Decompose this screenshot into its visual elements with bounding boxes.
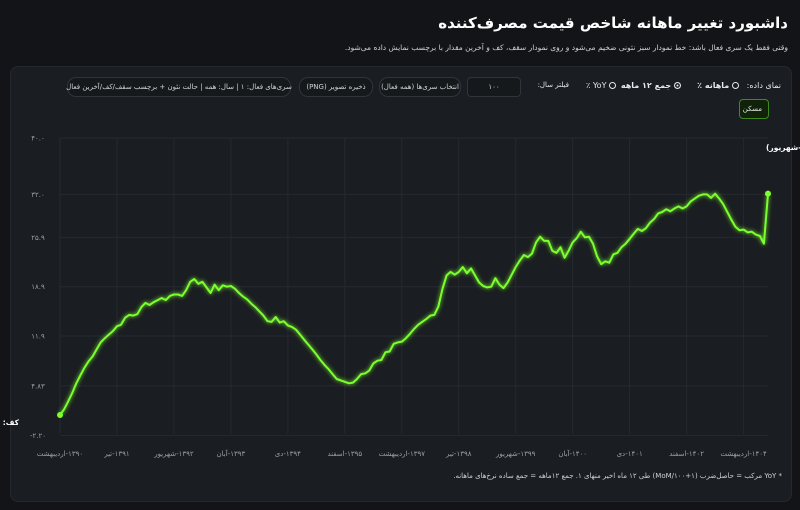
x-tick-label: ۱۴۰۱-دی: [617, 450, 643, 458]
y-tick-label: -۲.۲۰: [30, 432, 46, 440]
x-tick-label: ۱۳۹۳-آبان: [217, 449, 246, 458]
mode-yoy-label: YoY ٪: [586, 81, 607, 90]
legend-label: مسکن: [742, 105, 762, 113]
mode-sum12-label: جمع ۱۲ ماهه: [620, 81, 672, 90]
x-tick-label: ۱۳۹۰-اردیبهشت: [37, 450, 83, 458]
mode-monthly-option[interactable]: ماهانه ٪: [697, 81, 739, 90]
x-tick-label: ۱۳۹۷-اردیبهشت: [379, 450, 426, 458]
x-tick-label: ۱۳۹۴-دی: [275, 450, 301, 458]
x-tick-label: ۱۴۰۲-اسفند: [669, 450, 704, 458]
mode-monthly-label: ماهانه ٪: [697, 81, 730, 90]
min-annotation: کف: ۰.۷۱٪ (۹۰): [0, 418, 20, 427]
series-line-housing: [59, 192, 769, 416]
y-tick-label: ۴.۸۳: [31, 382, 45, 390]
page-title: داشبورد تغییر ماهانه شاخص قیمت مصرف‌کنند…: [438, 14, 788, 32]
y-tick-label: ۴۰.۰: [31, 135, 45, 143]
x-tick-label: ۱۴۰۰-آبان: [558, 449, 587, 458]
x-tick-label: ۱۳۹۵-اسفند: [327, 450, 362, 458]
status-pill: سری‌های فعال: ۱ | سال: همه | حالت نئون +…: [66, 77, 292, 97]
series-select-button[interactable]: انتخاب سری‌ها (همه فعال): [379, 77, 461, 97]
mode-sum12-option[interactable]: جمع ۱۲ ماهه: [621, 81, 681, 90]
y-tick-label: ۳۲.۰: [31, 191, 45, 199]
x-tick-label: ۱۴۰۴-اردیبهشت: [720, 450, 767, 458]
radio-unchecked-icon: [609, 82, 616, 89]
x-tick-label: ۱۳۹۹-شهریور: [495, 450, 536, 458]
footnote: * YoY مرکب = حاصل‌ضرب (۱+MoM/۱۰۰) طی ۱۲ …: [453, 472, 782, 480]
x-tick-label: ۱۳۹۲-شهریور: [153, 450, 194, 458]
radio-checked-icon: [674, 82, 681, 89]
mode-yoy-option[interactable]: YoY ٪: [586, 81, 616, 90]
x-tick-label: ۱۳۹۱-تیر: [103, 450, 130, 458]
radio-unchecked-icon: [732, 82, 739, 89]
y-tick-label: ۱۱.۹: [31, 333, 45, 341]
legend-item-housing[interactable]: مسکن: [739, 99, 769, 119]
display-mode-label: نمای داده:: [746, 81, 781, 90]
y-tick-label: ۱۸.۹: [31, 283, 45, 291]
y-tick-label: ۲۵.۹: [31, 234, 45, 242]
year-filter-label: فیلتر سال:: [537, 81, 569, 89]
chart-card: نمای داده: ماهانه ٪ جمع ۱۲ ماهه YoY ٪ فی…: [10, 66, 792, 502]
max-annotation: سقف: ۳۲.۱۰٪ (۱۴۰۴-شهریور): [766, 143, 800, 152]
year-filter-input[interactable]: ۱۰۰: [467, 77, 521, 97]
page-subtitle: وقتی فقط یک سری فعال باشد: خط نمودار سبز…: [344, 43, 788, 52]
min-point-marker: [57, 411, 63, 418]
x-tick-label: ۱۳۹۸-تیر: [445, 450, 472, 458]
max-point-marker: [765, 190, 771, 197]
save-image-button[interactable]: ذخیره تصویر (PNG): [299, 77, 373, 97]
